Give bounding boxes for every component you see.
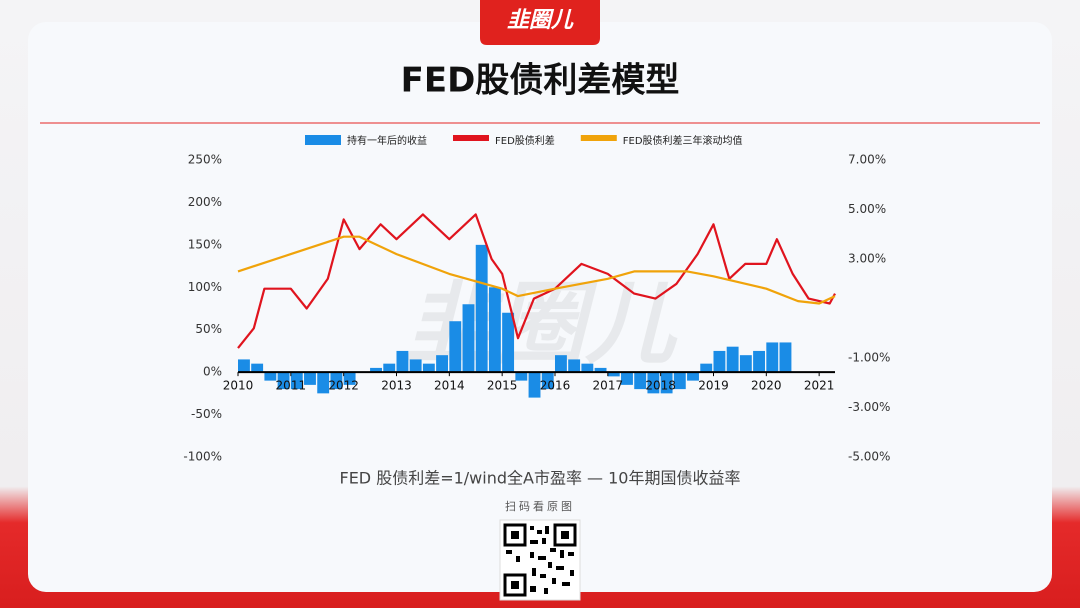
bar [753,350,765,373]
x-tick-label: 2019 [698,379,729,393]
y2-tick-label: -3.00% [848,400,890,414]
y2-tick-label: 5.00% [848,202,886,216]
bar [647,372,660,394]
y2-tick-label: -1.00% [848,351,890,365]
y-tick-label: 50% [195,322,222,336]
x-tick-label: 2011 [276,379,307,393]
bar [488,287,501,373]
legend-swatch [453,135,489,141]
bar [700,363,713,373]
bar [317,372,330,394]
legend-label: FED股债利差 [495,134,555,147]
y2-tick-label: 7.00% [848,153,886,167]
annotation: FED 股债利差=1/wind全A市盈率 — 10年期国债收益率 [339,469,740,488]
bar [449,321,462,373]
bar [277,372,290,390]
bar [370,367,382,373]
y2-tick-label: -5.00% [848,450,890,464]
qr-code [499,519,581,601]
bar [264,372,277,381]
bar [383,363,396,373]
x-tick-label: 2016 [540,379,571,393]
bar [422,363,435,373]
bar [251,363,264,373]
bar [462,304,475,373]
x-tick-label: 2017 [593,379,624,393]
bar [238,359,250,373]
bar [475,244,488,373]
legend-swatch [580,135,617,141]
bar [726,346,739,373]
line [237,235,836,305]
chart-title: FED股债利差模型 [401,61,680,101]
bar [409,359,422,373]
bar [515,372,528,381]
bar [621,372,633,385]
bar [687,372,699,381]
bar [290,372,303,390]
bar [673,372,686,390]
bar [528,372,541,398]
y-tick-label: -100% [183,450,222,464]
bar [396,350,409,373]
bar [436,355,449,373]
y-tick-label: 100% [188,280,222,294]
legend-swatch [305,135,341,145]
bar [304,372,316,385]
bar [502,312,515,373]
bar [594,367,607,373]
bar [739,355,752,373]
y-tick-label: 250% [188,153,222,167]
bar [607,372,620,377]
bar [581,363,594,373]
line [237,213,836,349]
y-tick-label: 200% [188,195,222,209]
x-tick-label: 2013 [381,379,412,393]
bar [779,342,792,373]
bar [568,359,581,373]
card [28,22,1052,592]
x-tick-label: 2018 [645,379,676,393]
legend-label: 持有一年后的收益 [347,134,427,147]
bar [766,342,779,373]
bar [713,350,726,373]
x-tick-label: 2014 [434,379,465,393]
qr-caption: 扫码看原图 [505,499,575,513]
bar [634,372,647,390]
bar [330,372,343,390]
y-tick-label: 0% [203,365,222,379]
bar [541,372,554,390]
legend-label: FED股债利差三年滚动均值 [623,134,743,147]
y-tick-label: -50% [191,407,222,421]
x-tick-label: 2015 [487,379,518,393]
bar [343,372,356,385]
x-tick-label: 2020 [751,379,782,393]
bar [660,372,673,394]
x-tick-label: 2010 [223,379,254,393]
y2-tick-label: 3.00% [848,252,886,266]
x-tick-label: 2012 [328,379,359,393]
brand-tab [480,0,600,45]
brand: 韭圈儿 [507,8,574,33]
bar [554,355,567,373]
x-tick-label: 2021 [804,379,835,393]
y-tick-label: 150% [188,237,222,251]
